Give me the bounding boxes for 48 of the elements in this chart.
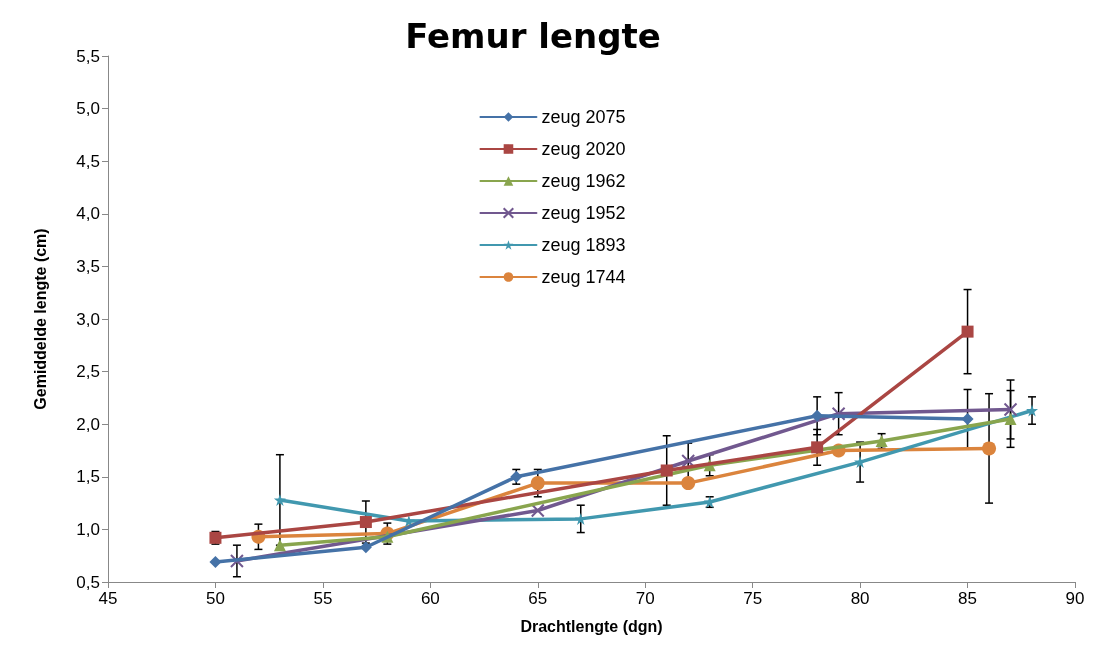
legend-label: zeug 2020 <box>541 139 626 159</box>
x-tick-label: 85 <box>958 589 978 608</box>
x-tick-label: 70 <box>635 589 655 608</box>
point <box>961 412 974 425</box>
point <box>982 441 997 456</box>
x-tick-label: 55 <box>313 589 333 608</box>
legend-label: zeug 1962 <box>541 171 626 191</box>
y-tick-label: 4,0 <box>76 204 100 224</box>
point <box>530 476 545 491</box>
y-tick-label: 0,5 <box>76 572 100 592</box>
x-tick-label: 90 <box>1065 589 1085 608</box>
point <box>209 556 222 569</box>
point <box>961 325 974 338</box>
point <box>273 539 286 552</box>
legend-label: zeug 1893 <box>541 235 626 255</box>
y-tick-label: 5,0 <box>76 99 100 119</box>
y-tick-label: 3,0 <box>76 309 100 329</box>
y-tick-label: 3,5 <box>76 256 100 276</box>
x-tick-label: 50 <box>205 589 225 608</box>
point <box>811 441 824 454</box>
point <box>530 503 545 518</box>
point <box>1004 412 1017 425</box>
legend-label: zeug 1744 <box>541 267 626 287</box>
chart-title: Femur lengte <box>405 16 661 56</box>
point <box>229 553 244 568</box>
legend-label: zeug 1952 <box>541 203 626 223</box>
y-tick-label: 2,5 <box>76 362 100 382</box>
point <box>1003 402 1018 417</box>
y-tick-label: 1,0 <box>76 519 100 539</box>
y-tick-label: 2,0 <box>76 414 100 434</box>
point <box>273 493 286 506</box>
point <box>1026 404 1039 417</box>
point <box>831 406 846 421</box>
legend-label: zeug 2075 <box>541 107 626 127</box>
point <box>681 454 696 469</box>
y-tick-label: 1,5 <box>76 467 100 487</box>
x-axis-title: Drachtlengte (dgn) <box>520 617 663 635</box>
point <box>660 464 673 477</box>
x-tick-label: 80 <box>850 589 870 608</box>
y-tick-label: 4,5 <box>76 151 100 171</box>
point <box>681 476 696 491</box>
x-tick-label: 45 <box>98 589 118 608</box>
x-tick-label: 65 <box>528 589 548 608</box>
y-axis-title: Gemiddelde lengte (cm) <box>31 228 49 410</box>
point <box>359 516 372 529</box>
y-tick-label: 5,5 <box>76 46 100 66</box>
x-tick-label: 60 <box>420 589 440 608</box>
x-tick-label: 75 <box>743 589 763 608</box>
